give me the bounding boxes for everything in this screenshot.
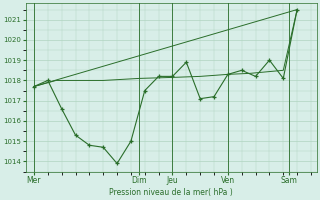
X-axis label: Pression niveau de la mer( hPa ): Pression niveau de la mer( hPa ): [109, 188, 233, 197]
